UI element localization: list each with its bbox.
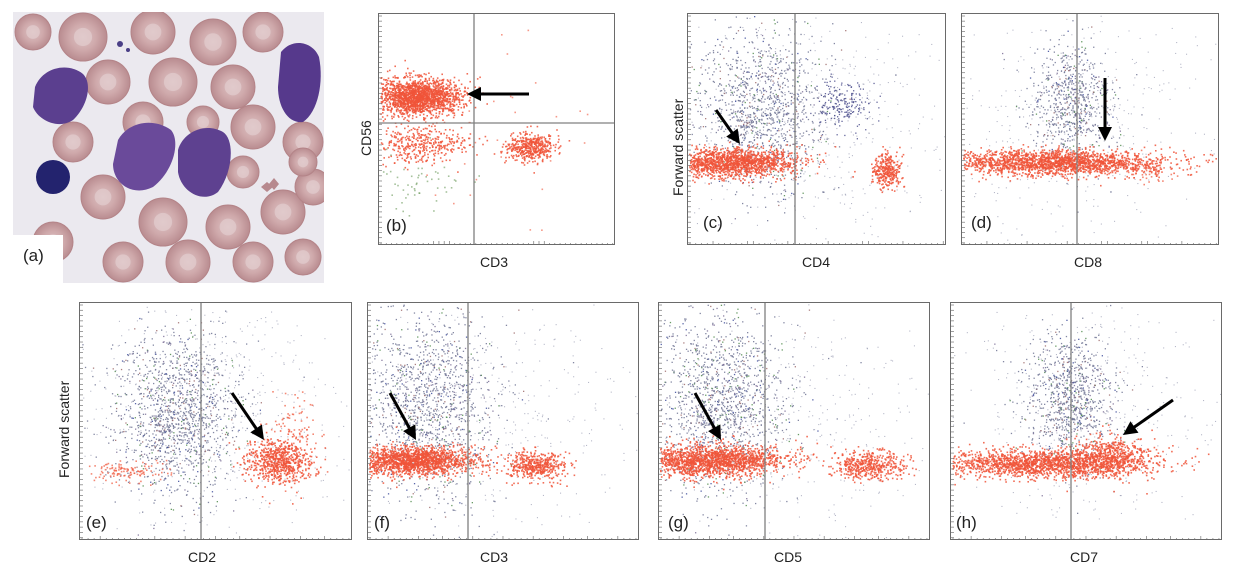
- x-axis-label-e: CD2: [188, 549, 216, 565]
- ph-scatter: [951, 303, 1221, 539]
- x-axis-label-d: CD8: [1074, 254, 1102, 270]
- panel-b-plot: [378, 13, 615, 245]
- micrograph-image: [13, 12, 324, 283]
- pg-scatter: [659, 303, 929, 539]
- y-axis-label-b: CD56: [358, 120, 374, 156]
- panel-c-plot: [687, 13, 946, 245]
- pf-scatter: [368, 303, 638, 539]
- pe-scatter: [80, 303, 351, 539]
- panel-f-plot: [367, 302, 639, 540]
- arrow-icon: [693, 392, 721, 440]
- arrow-icon: [714, 109, 740, 144]
- panel-label-d: (d): [971, 213, 992, 233]
- arrow-icon: [388, 392, 416, 440]
- arrow-icon: [230, 392, 264, 440]
- micrograph-left-margin: [13, 235, 63, 283]
- arrow-icon: [1098, 78, 1112, 141]
- arrow-icon: [1123, 398, 1174, 435]
- arrow-icon: [467, 87, 529, 101]
- panel-label-g: (g): [668, 513, 689, 533]
- panel-d-plot: [961, 13, 1219, 245]
- x-axis-label-h: CD7: [1070, 549, 1098, 565]
- y-axis-label-e: Forward scatter: [56, 381, 72, 478]
- x-axis-label-g: CD5: [774, 549, 802, 565]
- x-axis-label-b: CD3: [480, 254, 508, 270]
- pd-scatter: [962, 14, 1217, 244]
- blood-smear-micrograph: [13, 12, 324, 283]
- panel-label-b: (b): [386, 216, 407, 236]
- panel-label-f: (f): [374, 513, 390, 533]
- y-axis-label-c: Forward scatter: [670, 99, 686, 196]
- pc-scatter: [688, 14, 945, 244]
- x-axis-label-c: CD4: [802, 254, 830, 270]
- panel-e-plot: [79, 302, 352, 540]
- panel-label-c: (c): [703, 213, 723, 233]
- panel-h-plot: [950, 302, 1222, 540]
- pb-scatter: [379, 14, 614, 244]
- panel-label-e: (e): [86, 513, 107, 533]
- panel-g-plot: [658, 302, 930, 540]
- panel-label-a: (a): [23, 246, 44, 266]
- panel-label-h: (h): [956, 513, 977, 533]
- x-axis-label-f: CD3: [480, 549, 508, 565]
